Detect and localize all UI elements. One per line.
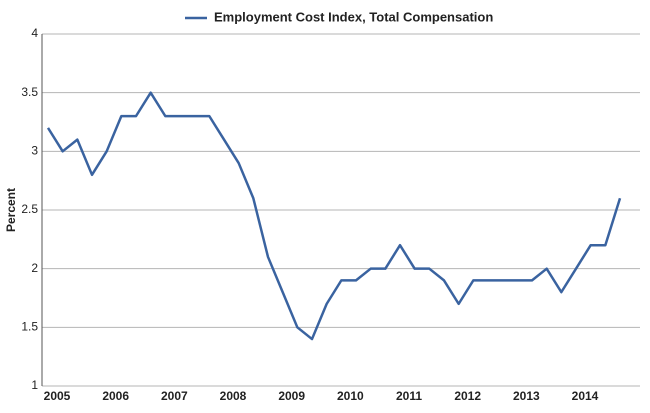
y-tick-label: 2.5 bbox=[21, 202, 38, 216]
data-line bbox=[46, 91, 622, 341]
x-tick-label: 2010 bbox=[337, 389, 364, 403]
x-tick-label: 2007 bbox=[161, 389, 188, 403]
y-tick-label: 4 bbox=[31, 26, 38, 40]
x-tick-label: 2014 bbox=[572, 389, 599, 403]
y-tick-label: 1 bbox=[31, 378, 38, 392]
y-axis-label: Percent bbox=[4, 188, 18, 232]
x-tick-label: 2011 bbox=[396, 389, 422, 403]
y-tick-label: 3 bbox=[31, 144, 38, 158]
x-tick-label: 2013 bbox=[513, 389, 540, 403]
x-tick-label: 2009 bbox=[278, 389, 305, 403]
x-tick-label: 2008 bbox=[220, 389, 247, 403]
y-tick-label: 3.5 bbox=[21, 85, 38, 99]
y-tick-label: 2 bbox=[31, 261, 38, 275]
x-tick-label: 2005 bbox=[44, 389, 71, 403]
x-tick-label: 2012 bbox=[454, 389, 481, 403]
y-tick-label: 1.5 bbox=[21, 320, 38, 334]
legend-label: Employment Cost Index, Total Compensatio… bbox=[214, 9, 493, 24]
x-tick-label: 2006 bbox=[102, 389, 129, 403]
